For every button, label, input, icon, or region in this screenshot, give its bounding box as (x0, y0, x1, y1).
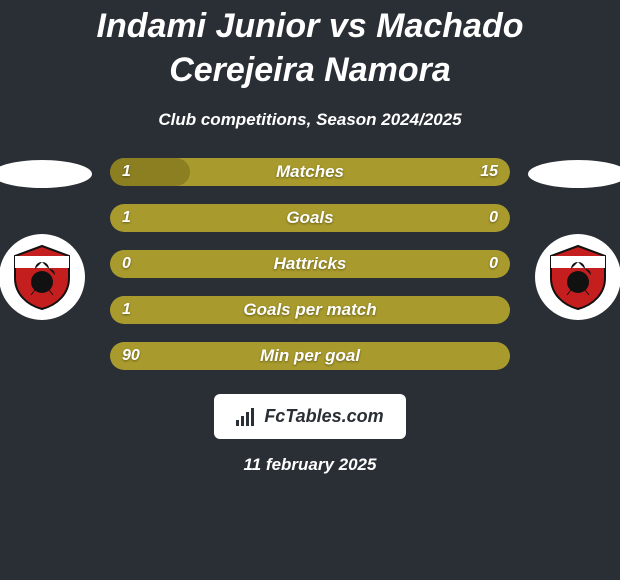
stat-bars: 115Matches 10Goals 00Hattricks 1Goals per m… (110, 158, 510, 370)
stat-bar: 115Matches (110, 158, 510, 186)
left-player-column (0, 158, 92, 320)
shield-icon (7, 242, 77, 312)
footer-date: 11 february 2025 (244, 455, 377, 475)
bars-icon (236, 408, 258, 426)
club-badge-right (535, 234, 620, 320)
stat-bar: 00Hattricks (110, 250, 510, 278)
right-player-column (528, 158, 620, 320)
player-photo-left (0, 160, 92, 188)
brand-text: FcTables.com (264, 406, 383, 427)
bar-label: Goals per match (110, 296, 510, 324)
bar-label: Min per goal (110, 342, 510, 370)
main-row: 115Matches 10Goals 00Hattricks 1Goals per m… (0, 158, 620, 370)
bar-label: Hattricks (110, 250, 510, 278)
stat-bar: 1Goals per match (110, 296, 510, 324)
player-photo-right (528, 160, 620, 188)
page-title: Indami Junior vs Machado Cerejeira Namor… (0, 4, 620, 92)
club-badge-left (0, 234, 85, 320)
comparison-card: Indami Junior vs Machado Cerejeira Namor… (0, 0, 620, 580)
page-subtitle: Club competitions, Season 2024/2025 (158, 110, 461, 130)
stat-bar: 10Goals (110, 204, 510, 232)
bar-label: Matches (110, 158, 510, 186)
shield-icon (543, 242, 613, 312)
brand-badge: FcTables.com (214, 394, 405, 439)
stat-bar: 90Min per goal (110, 342, 510, 370)
bar-label: Goals (110, 204, 510, 232)
